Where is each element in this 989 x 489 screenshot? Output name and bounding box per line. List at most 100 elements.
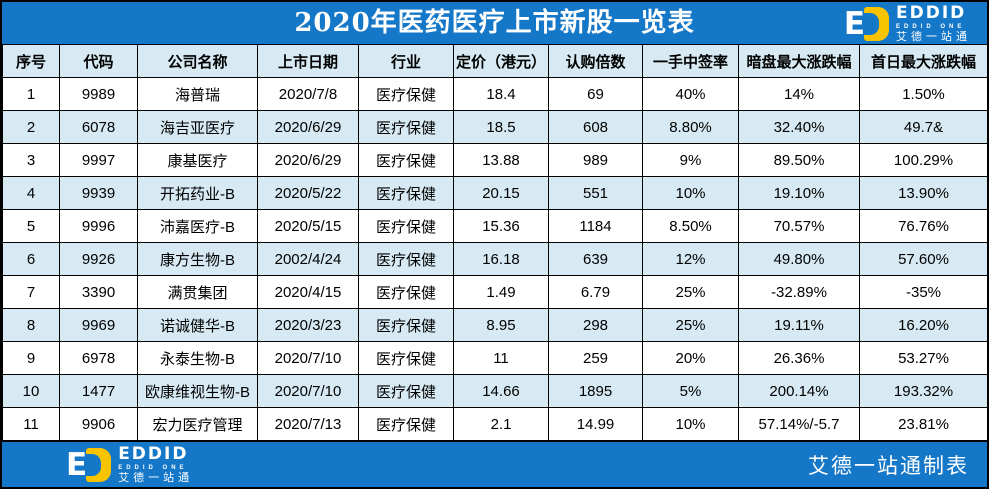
table-cell: 608 <box>548 110 643 144</box>
table-cell: 10% <box>642 407 739 441</box>
table-cell: 医疗保健 <box>358 341 454 375</box>
table-row: 4 9939 开拓药业-B 2020/5/22 医疗保健 20.15 551 10% 19.10… <box>2 176 987 210</box>
table-cell: 医疗保健 <box>358 77 454 111</box>
table-cell: 2020/6/29 <box>257 110 359 144</box>
table-row: 9 6978 永泰生物-B 2020/7/10 医疗保健 11 259 20% 26.36% 53… <box>2 341 987 375</box>
logo-subtitle: EDDID ONE <box>118 464 188 471</box>
page-title: 2020年医药医疗上市新股一览表 <box>294 8 695 38</box>
table-cell: 57.60% <box>859 242 987 276</box>
table-cell: 551 <box>548 176 643 210</box>
column-header: 定价（港元） <box>453 44 549 78</box>
table-cell: 医疗保健 <box>358 209 454 243</box>
table-cell: 298 <box>548 308 643 342</box>
table-header-row: 序号 代码 公司名称 上市日期 行业 定价（港元） 认购倍数 一手中签率 暗盘最大涨跌幅 首日最大… <box>2 44 987 78</box>
table-cell: 医疗保健 <box>358 308 454 342</box>
table-cell: 639 <box>548 242 643 276</box>
footer-banner: E EDDID EDDID ONE 艾德一站通 艾德一站通制表 <box>2 441 987 487</box>
table-cell: 2020/5/15 <box>257 209 359 243</box>
table-cell: 康方生物-B <box>137 242 258 276</box>
table-cell: 19.10% <box>738 176 860 210</box>
table-cell: 1.50% <box>859 77 987 111</box>
table-cell: 9997 <box>59 143 138 177</box>
table-cell: 16.20% <box>859 308 987 342</box>
table-cell: 9926 <box>59 242 138 276</box>
table-cell: 20% <box>642 341 739 375</box>
table-cell: 2020/3/23 <box>257 308 359 342</box>
table-cell: 53.27% <box>859 341 987 375</box>
logo-d-counter <box>86 453 102 476</box>
table-cell: 1.49 <box>453 275 549 309</box>
logo-d-icon <box>86 447 112 482</box>
table-row: 5 9996 沛嘉医疗-B 2020/5/15 医疗保健 15.36 1184 8.50% 70… <box>2 209 987 243</box>
table-cell: 医疗保健 <box>358 242 454 276</box>
eddid-logo-footer: E EDDID EDDID ONE 艾德一站通 <box>66 443 193 484</box>
table-cell: 医疗保健 <box>358 110 454 144</box>
table-cell: 14.99 <box>548 407 643 441</box>
table-cell: 40% <box>642 77 739 111</box>
table-cell: 49.7& <box>859 110 987 144</box>
table-cell: -32.89% <box>738 275 860 309</box>
table-cell: 16.18 <box>453 242 549 276</box>
table-cell: 100.29% <box>859 143 987 177</box>
table-row: 1 9989 海普瑞 2020/7/8 医疗保健 18.4 69 40% 14% 1.50% <box>2 77 987 111</box>
table-row: 6 9926 康方生物-B 2002/4/24 医疗保健 16.18 639 12% 49.80… <box>2 242 987 276</box>
table-cell: 9989 <box>59 77 138 111</box>
table-cell: 2020/5/22 <box>257 176 359 210</box>
logo-wordmark: EDDID <box>896 3 967 23</box>
table-cell: 5% <box>642 374 739 408</box>
table-cell: 满贯集团 <box>137 275 258 309</box>
table-cell: 2020/4/15 <box>257 275 359 309</box>
table-cell: 8 <box>2 308 60 342</box>
logo-text: EDDID EDDID ONE 艾德一站通 <box>896 5 971 43</box>
table-cell: 70.57% <box>738 209 860 243</box>
table-row: 3 9997 康基医疗 2020/6/29 医疗保健 13.88 989 9% 89.50% 10… <box>2 143 987 177</box>
logo-text: EDDID EDDID ONE 艾德一站通 <box>118 443 193 484</box>
table-cell: 医疗保健 <box>358 143 454 177</box>
table-cell: 9996 <box>59 209 138 243</box>
eddid-logo-icon: E <box>844 6 889 42</box>
table-cell: 欧康维视生物-B <box>137 374 258 408</box>
table-cell: 2.1 <box>453 407 549 441</box>
logo-wordmark: EDDID <box>118 443 189 464</box>
table-cell: 海吉亚医疗 <box>137 110 258 144</box>
table-row: 10 1477 欧康维视生物-B 2020/7/10 医疗保健 14.66 1895 5% 20… <box>2 374 987 408</box>
table-cell: 10% <box>642 176 739 210</box>
table-cell: 1477 <box>59 374 138 408</box>
table-row: 11 9906 宏力医疗管理 2020/7/13 医疗保健 2.1 14.99 10% 57.1… <box>2 407 987 441</box>
table-cell: 200.14% <box>738 374 860 408</box>
table-cell: 19.11% <box>738 308 860 342</box>
table-cell: 259 <box>548 341 643 375</box>
table-cell: 14.66 <box>453 374 549 408</box>
table-cell: 76.76% <box>859 209 987 243</box>
table-cell: 6 <box>2 242 60 276</box>
table-cell: 7 <box>2 275 60 309</box>
logo-d-counter <box>864 13 879 35</box>
footer-credit: 艾德一站通制表 <box>808 454 969 478</box>
table-cell: 3 <box>2 143 60 177</box>
table-cell: 25% <box>642 308 739 342</box>
table-cell: 14% <box>738 77 860 111</box>
table-cell: 6978 <box>59 341 138 375</box>
table-cell: 18.4 <box>453 77 549 111</box>
eddid-logo-icon: E <box>66 447 112 483</box>
table-row: 7 3390 满贯集团 2020/4/15 医疗保健 1.49 6.79 25% -32.89%… <box>2 275 987 309</box>
table-cell: 2020/7/10 <box>257 374 359 408</box>
table-cell: 989 <box>548 143 643 177</box>
table-cell: 18.5 <box>453 110 549 144</box>
table-cell: 医疗保健 <box>358 176 454 210</box>
column-header: 序号 <box>2 44 60 78</box>
table-cell: 25% <box>642 275 739 309</box>
table-cell: 5 <box>2 209 60 243</box>
table-cell: 193.32% <box>859 374 987 408</box>
eddid-logo: E EDDID EDDID ONE 艾德一站通 <box>844 5 971 43</box>
table-cell: 宏力医疗管理 <box>137 407 258 441</box>
table-cell: 海普瑞 <box>137 77 258 111</box>
table-cell: 9906 <box>59 407 138 441</box>
table-cell: 15.36 <box>453 209 549 243</box>
table-cell: 57.14%/-5.7 <box>738 407 860 441</box>
table-cell: 89.50% <box>738 143 860 177</box>
column-header: 认购倍数 <box>548 44 643 78</box>
column-header: 公司名称 <box>137 44 258 78</box>
table-cell: 49.80% <box>738 242 860 276</box>
